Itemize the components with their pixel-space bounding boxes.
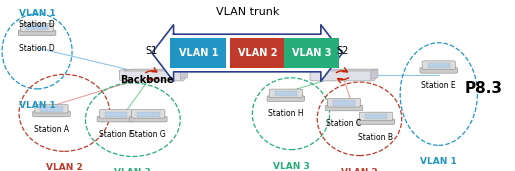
Polygon shape xyxy=(371,69,378,80)
FancyBboxPatch shape xyxy=(310,70,375,81)
Text: S2: S2 xyxy=(336,46,349,56)
Text: Station A: Station A xyxy=(34,125,69,134)
FancyBboxPatch shape xyxy=(420,68,457,73)
FancyBboxPatch shape xyxy=(333,100,355,106)
FancyBboxPatch shape xyxy=(97,116,135,122)
Text: VLAN 1: VLAN 1 xyxy=(19,9,56,18)
Polygon shape xyxy=(152,25,342,81)
Text: VLAN 2: VLAN 2 xyxy=(46,163,83,171)
FancyBboxPatch shape xyxy=(105,111,127,117)
Text: Backbone: Backbone xyxy=(120,75,174,85)
FancyBboxPatch shape xyxy=(284,38,339,68)
FancyBboxPatch shape xyxy=(365,114,387,119)
Polygon shape xyxy=(124,69,187,71)
FancyBboxPatch shape xyxy=(35,104,68,113)
Text: VLAN 2: VLAN 2 xyxy=(238,48,277,58)
FancyBboxPatch shape xyxy=(21,23,54,32)
FancyBboxPatch shape xyxy=(427,63,450,68)
FancyArrowPatch shape xyxy=(336,68,347,73)
Text: VLAN 3: VLAN 3 xyxy=(292,48,331,58)
Text: Station C: Station C xyxy=(327,119,362,128)
FancyArrowPatch shape xyxy=(147,78,158,83)
Text: VLAN 2: VLAN 2 xyxy=(341,168,378,171)
Text: Station B: Station B xyxy=(358,133,393,142)
Text: Station D: Station D xyxy=(19,20,55,29)
Text: VLAN 3: VLAN 3 xyxy=(272,162,310,171)
Text: Station D: Station D xyxy=(19,44,55,53)
Text: Station G: Station G xyxy=(130,130,166,139)
FancyBboxPatch shape xyxy=(170,38,226,68)
Polygon shape xyxy=(314,69,378,71)
FancyBboxPatch shape xyxy=(422,61,455,69)
Text: Station E: Station E xyxy=(421,81,456,90)
Polygon shape xyxy=(180,69,187,80)
Text: VLAN 1: VLAN 1 xyxy=(179,48,218,58)
FancyBboxPatch shape xyxy=(119,70,184,81)
FancyBboxPatch shape xyxy=(267,96,305,101)
Text: VLAN 1: VLAN 1 xyxy=(420,157,457,166)
FancyArrowPatch shape xyxy=(146,68,157,73)
Text: P8.3: P8.3 xyxy=(464,81,502,96)
Text: Station H: Station H xyxy=(268,109,304,119)
FancyBboxPatch shape xyxy=(99,110,132,118)
FancyBboxPatch shape xyxy=(19,30,56,36)
Text: VLAN 1: VLAN 1 xyxy=(19,101,56,110)
FancyBboxPatch shape xyxy=(137,111,160,117)
FancyBboxPatch shape xyxy=(274,91,297,96)
Text: VLAN trunk: VLAN trunk xyxy=(215,7,279,17)
Text: Station F: Station F xyxy=(99,130,133,139)
FancyBboxPatch shape xyxy=(357,119,394,124)
FancyBboxPatch shape xyxy=(33,111,70,117)
FancyBboxPatch shape xyxy=(26,25,48,30)
FancyBboxPatch shape xyxy=(132,110,165,118)
FancyBboxPatch shape xyxy=(40,106,63,111)
Text: VLAN 3: VLAN 3 xyxy=(114,168,151,171)
FancyBboxPatch shape xyxy=(359,112,392,121)
FancyBboxPatch shape xyxy=(325,105,363,111)
Text: S1: S1 xyxy=(146,46,158,56)
FancyBboxPatch shape xyxy=(230,38,285,68)
FancyBboxPatch shape xyxy=(328,98,360,107)
FancyBboxPatch shape xyxy=(269,89,302,98)
FancyBboxPatch shape xyxy=(129,116,167,122)
FancyArrowPatch shape xyxy=(338,78,349,83)
